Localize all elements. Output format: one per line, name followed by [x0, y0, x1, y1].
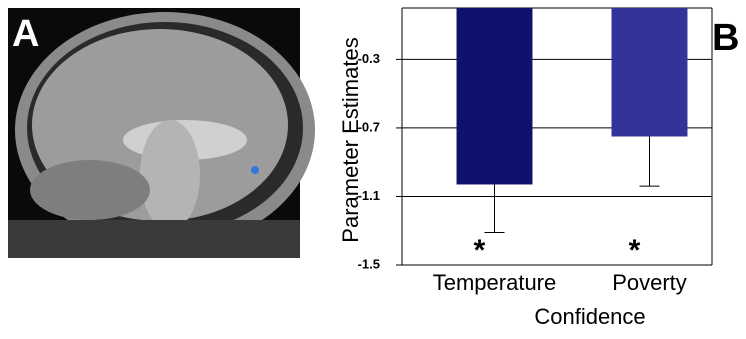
- x-tick-label: Poverty: [612, 270, 687, 295]
- annotation: *: [629, 234, 641, 267]
- y-axis-title: Parameter Estimates: [338, 37, 363, 242]
- y-tick-label: -0.3: [358, 51, 380, 66]
- y-tick-label: -1.1: [358, 188, 380, 203]
- panel-label: A: [12, 13, 39, 55]
- y-tick-label: -1.5: [358, 256, 380, 271]
- annotation: *: [474, 234, 486, 267]
- y-tick-label: -0.7: [358, 119, 380, 134]
- x-tick-label: Temperature: [433, 270, 557, 295]
- bar: [612, 8, 688, 137]
- x-axis-title: Confidence: [534, 304, 645, 329]
- brain-image: [8, 8, 315, 258]
- figure: A B Parameter Estimates Confidence -0.3 -…: [0, 0, 746, 339]
- bar: [457, 8, 533, 184]
- panel-label: B: [712, 17, 739, 59]
